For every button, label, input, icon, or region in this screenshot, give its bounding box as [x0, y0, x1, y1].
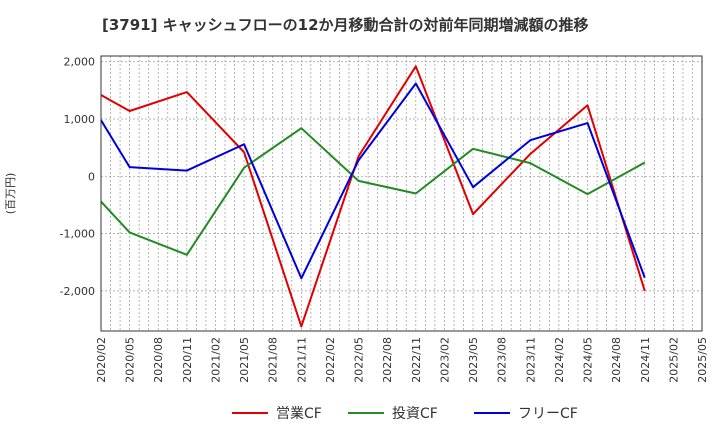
legend-swatch	[474, 412, 510, 414]
chart-title: [3791] キャッシュフローの12か月移動合計の対前年同期増減額の推移	[102, 16, 589, 34]
y-axis: 2,000 1,000 0 -1,000 -2,000	[60, 56, 95, 298]
legend-swatch	[348, 412, 384, 414]
y-axis-label: (百万円)	[4, 173, 17, 215]
x-tick-label: 2024/05	[582, 337, 595, 383]
legend-swatch	[232, 412, 268, 414]
x-tick-label: 2023/05	[467, 337, 480, 383]
y-tick-label: 2,000	[64, 56, 96, 69]
x-tick-label: 2024/11	[639, 337, 652, 383]
y-tick-label: -2,000	[60, 285, 95, 298]
legend-item: 営業CF	[232, 403, 322, 423]
legend: 営業CF 投資CF フリーCF	[0, 403, 720, 427]
x-tick-label: 2023/08	[496, 337, 509, 383]
legend-label: 営業CF	[276, 406, 322, 422]
series-line-1	[100, 127, 646, 256]
y-tick-label: 1,000	[64, 113, 96, 126]
x-tick-label: 2023/02	[438, 337, 451, 383]
x-tick-label: 2021/08	[267, 337, 280, 383]
legend-label: 投資CF	[392, 406, 438, 422]
x-tick-label: 2023/11	[524, 337, 537, 383]
legend-item: フリーCF	[474, 403, 578, 423]
grid-lines	[100, 56, 703, 331]
x-tick-label: 2022/08	[381, 337, 394, 383]
x-tick-label: 2022/05	[353, 337, 366, 383]
plot-frame	[100, 55, 703, 332]
legend-label: フリーCF	[518, 406, 578, 422]
x-tick-label: 2025/02	[667, 337, 680, 383]
x-tick-label: 2021/05	[238, 337, 251, 383]
x-tick-label: 2020/11	[181, 337, 194, 383]
legend-item: 投資CF	[348, 403, 438, 423]
y-tick-label: -1,000	[60, 228, 95, 241]
x-tick-label: 2020/08	[152, 337, 165, 383]
x-tick-label: 2022/11	[410, 337, 423, 383]
x-axis: 2020/02 2020/05 2020/08 2020/11 2021/02 2021/…	[95, 337, 709, 383]
x-tick-label: 2020/05	[124, 337, 137, 383]
series-lines	[100, 65, 646, 328]
x-tick-label: 2024/08	[610, 337, 623, 383]
x-tick-label: 2024/02	[553, 337, 566, 383]
y-tick-label: 0	[88, 170, 95, 183]
x-tick-label: 2025/05	[696, 337, 709, 383]
x-tick-label: 2021/11	[295, 337, 308, 383]
series-line-0	[100, 65, 646, 328]
x-tick-label: 2021/02	[209, 337, 222, 383]
x-tick-label: 2022/02	[324, 337, 337, 383]
x-tick-label: 2020/02	[95, 337, 108, 383]
